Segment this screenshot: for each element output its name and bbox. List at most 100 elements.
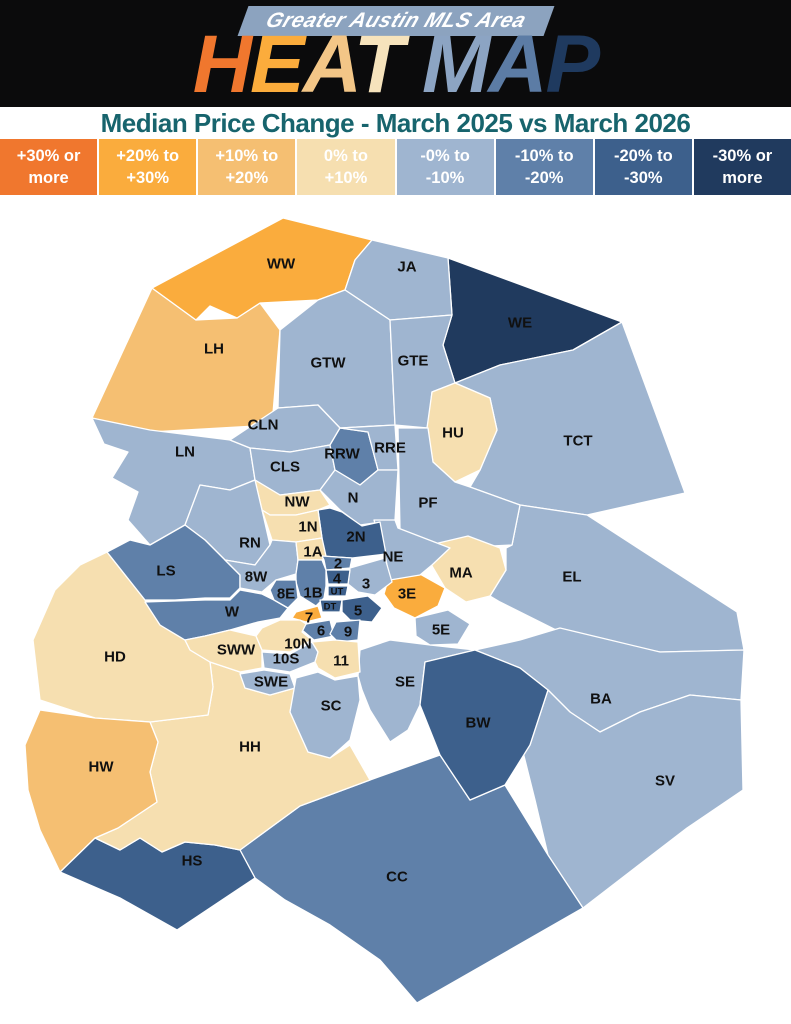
region-5: [341, 595, 383, 623]
region-label-RRE: RRE: [374, 439, 406, 456]
legend-label-line2: -10%: [425, 169, 465, 187]
region-label-HW: HW: [89, 758, 115, 775]
region-label-NW: NW: [285, 493, 311, 510]
legend-cell-+10to: +10% to +20%: [198, 139, 296, 195]
region-BW: [419, 649, 549, 801]
region-label-BW: BW: [466, 714, 492, 731]
region-label-LH: LH: [204, 340, 224, 357]
region-label-8E: 8E: [277, 585, 295, 602]
legend-label-line2: -30%: [624, 169, 663, 187]
region-label-10S: 10S: [273, 650, 300, 667]
region-DT: [319, 599, 343, 613]
region-label-WE: WE: [508, 314, 532, 331]
region-SWW: [184, 629, 263, 673]
title-letter: P: [545, 19, 600, 110]
region-label-UT: UT: [331, 586, 344, 597]
legend-cell--20to: -20% to -30%: [594, 139, 692, 195]
region-8E: [269, 579, 299, 609]
region-label-3E: 3E: [398, 585, 416, 602]
region-label-CC: CC: [386, 868, 408, 885]
region-label-10N: 10N: [284, 635, 312, 652]
region-label-TCT: TCT: [563, 432, 592, 449]
subtitle: Median Price Change - March 2025 vs Marc…: [0, 107, 791, 139]
region-label-HD: HD: [104, 648, 126, 665]
region-3E: [383, 573, 446, 619]
region-label-DT: DT: [324, 601, 337, 612]
region-label-SWE: SWE: [254, 673, 288, 690]
region-label-1A: 1A: [303, 543, 322, 560]
region-label-BA: BA: [590, 690, 612, 707]
region-label-4: 4: [333, 570, 342, 587]
region-label-6: 6: [317, 622, 325, 639]
region-label-RRW: RRW: [324, 445, 360, 462]
region-label-GTE: GTE: [398, 352, 429, 369]
legend-cell--30or: -30% or more: [693, 139, 791, 195]
region-11: [311, 639, 361, 679]
region-label-1B: 1B: [303, 584, 322, 601]
region-label-LN: LN: [175, 443, 195, 460]
region-label-LS: LS: [156, 562, 175, 579]
legend-label-line1: +30% or: [16, 146, 81, 165]
region-label-3: 3: [362, 575, 370, 592]
legend-label-line2: +30%: [126, 169, 170, 187]
legend-label-line2: +20%: [225, 169, 269, 187]
region-HW: [24, 709, 159, 873]
region-SC: [289, 671, 361, 759]
region-label-SC: SC: [321, 697, 342, 714]
region-label-7: 7: [305, 609, 313, 626]
region-MA: [429, 535, 507, 603]
title-letter: T: [353, 19, 404, 110]
region-label-EL: EL: [562, 568, 581, 585]
region-label-5: 5: [354, 602, 362, 619]
region-label-2: 2: [334, 555, 342, 572]
region-label-SE: SE: [395, 673, 415, 690]
region-5E: [414, 609, 471, 646]
region-label-5E: 5E: [432, 621, 450, 638]
region-label-NE: NE: [383, 548, 404, 565]
region-label-GTW: GTW: [311, 354, 347, 371]
title-letter: E: [250, 19, 305, 110]
region-label-JA: JA: [397, 258, 416, 275]
region-label-W: W: [225, 603, 240, 620]
title-letter: H: [192, 19, 252, 110]
region-label-MA: MA: [449, 564, 472, 581]
region-7: [291, 605, 323, 623]
region-label-CLS: CLS: [270, 458, 300, 475]
region-10N: [255, 619, 313, 653]
legend-cell--0to: -0% to -10%: [396, 139, 494, 195]
legend-label-line2: +10%: [324, 169, 368, 187]
region-label-11: 11: [333, 652, 349, 669]
header-band: Greater Austin MLS Area HEAT MAP: [0, 0, 791, 107]
region-label-9: 9: [344, 623, 352, 640]
legend-label-line1: -30% or: [712, 146, 773, 165]
legend-label-line1: -20% to: [613, 146, 673, 165]
legend-cell-+30or: +30% or more: [0, 139, 98, 195]
region-label-HU: HU: [442, 424, 464, 441]
legend-label-line1: +10% to: [215, 146, 279, 165]
region-2: [321, 555, 353, 571]
region-EL: [489, 504, 745, 653]
legend-label-line2: -20%: [524, 169, 564, 187]
title-letter: A: [302, 19, 356, 110]
region-label-SWW: SWW: [217, 641, 256, 658]
legend-label-line1: 0% to: [323, 146, 368, 165]
region-CC: [239, 754, 584, 1004]
legend-label-line1: -10% to: [514, 146, 574, 165]
region-label-SV: SV: [655, 772, 675, 789]
legend-label-line2: more: [28, 169, 69, 187]
region-label-PF: PF: [418, 494, 437, 511]
title-letter: A: [488, 19, 547, 110]
region-label-WW: WW: [267, 255, 296, 272]
region-HS: [59, 837, 256, 931]
legend-cell-+20to: +20% to +30%: [99, 139, 197, 195]
title-letter: M: [421, 19, 490, 110]
legend-label-line1: -0% to: [420, 146, 470, 165]
region-4: [325, 569, 351, 585]
legend-label-line1: +20% to: [116, 146, 180, 165]
region-label-1N: 1N: [298, 518, 317, 535]
region-label-HS: HS: [182, 852, 203, 869]
region-label-8W: 8W: [245, 568, 268, 585]
region-label-CLN: CLN: [248, 416, 279, 433]
region-UT: [327, 585, 349, 597]
